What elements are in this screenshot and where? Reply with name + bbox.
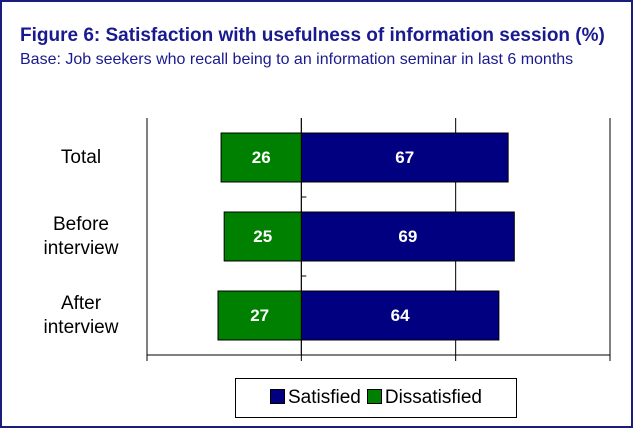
y-tick-label: Total: [60, 146, 102, 168]
legend-swatch: [269, 389, 285, 404]
chart-subtitle: Base: Job seekers who recall being to an…: [20, 51, 574, 68]
legend-item: Satisfied: [269, 387, 361, 409]
bar: [300, 132, 509, 183]
legend-label: Satisfied: [287, 387, 361, 408]
y-tick-label: After interview: [43, 292, 119, 338]
bar: [220, 132, 302, 183]
bar: [300, 290, 500, 341]
y-tick-label: Before interview: [43, 213, 119, 259]
data-label: 25: [253, 227, 272, 246]
legend-item: Dissatisfied: [366, 387, 483, 409]
legend-swatch: [366, 389, 382, 404]
data-label: 67: [395, 148, 414, 167]
data-label: 64: [391, 306, 410, 325]
legend: Satisfied Dissatisfied: [235, 378, 517, 418]
data-label: 27: [250, 306, 269, 325]
bar: [217, 290, 302, 341]
data-label: 69: [398, 227, 417, 246]
legend-label: Dissatisfied: [384, 387, 483, 408]
bar: [223, 211, 302, 262]
chart-title: Figure 6: Satisfaction with usefulness o…: [20, 25, 605, 46]
title-block: Figure 6: Satisfaction with usefulness o…: [20, 24, 620, 71]
data-label: 26: [252, 148, 271, 167]
